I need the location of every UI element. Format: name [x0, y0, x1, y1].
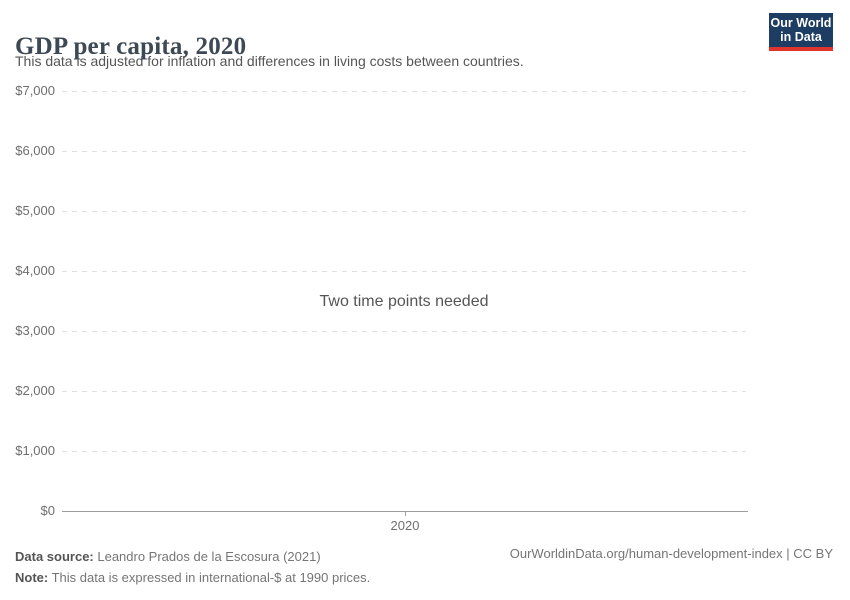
y-gridline	[62, 91, 746, 92]
x-axis-line	[62, 511, 748, 512]
y-axis-tick-label: $1,000	[15, 443, 55, 458]
y-axis-tick-label: $7,000	[15, 83, 55, 98]
note-line: Note: This data is expressed in internat…	[15, 567, 370, 588]
y-axis-tick-label: $5,000	[15, 203, 55, 218]
y-axis-tick-label: $0	[40, 503, 55, 518]
y-axis-tick-label: $2,000	[15, 383, 55, 398]
data-source-value: Leandro Prados de la Escosura (2021)	[93, 549, 321, 564]
note-label: Note:	[15, 570, 49, 585]
owid-logo-line2: in Data	[780, 29, 822, 44]
y-gridline	[62, 211, 746, 212]
y-gridline	[62, 331, 746, 332]
note-value: This data is expressed in international-…	[48, 570, 371, 585]
chart-title: GDP per capita, 2020	[15, 32, 247, 60]
attribution-link[interactable]: OurWorldinData.org/human-development-ind…	[509, 546, 833, 561]
empty-chart-message: Two time points needed	[319, 293, 489, 310]
y-gridline	[62, 271, 746, 272]
owid-logo-line1: Our World	[770, 16, 832, 30]
y-gridline	[62, 391, 746, 392]
y-axis-tick-label: $6,000	[15, 143, 55, 158]
y-gridline	[62, 151, 746, 152]
x-axis-tick-label: 2020	[390, 518, 420, 533]
owid-logo[interactable]: Our World in Data	[769, 13, 833, 51]
y-axis-tick-label: $4,000	[15, 263, 55, 278]
y-gridline	[62, 451, 746, 452]
chart-subtitle: This data is adjusted for inflation and …	[15, 53, 524, 69]
y-axis-tick-label: $3,000	[15, 323, 55, 338]
data-source-label: Data source:	[15, 549, 94, 564]
chart-footer-left: Data source: Leandro Prados de la Escosu…	[15, 546, 370, 588]
data-source-line: Data source: Leandro Prados de la Escosu…	[15, 546, 370, 567]
x-axis-tick	[405, 511, 406, 516]
